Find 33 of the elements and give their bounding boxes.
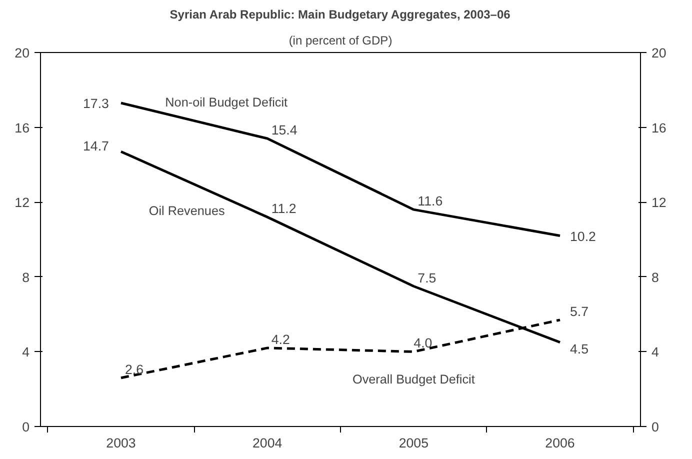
y-tick-label: 4 xyxy=(22,344,30,360)
y2-tick-label: 0 xyxy=(652,420,659,434)
series-label: Non-oil Budget Deficit xyxy=(165,96,288,110)
y2-tick-label: 16 xyxy=(652,120,666,136)
data-label: 11.6 xyxy=(418,194,443,209)
y-tick-label: 0 xyxy=(22,420,30,434)
data-label: 5.7 xyxy=(570,304,589,319)
series-label: Overall Budget Deficit xyxy=(352,372,476,387)
chart-subtitle: (in percent of GDP) xyxy=(288,34,392,48)
data-label: 7.5 xyxy=(418,270,436,286)
y-tick-label: 12 xyxy=(14,195,30,210)
chart-title: Syrian Arab Republic: Main Budgetary Aggregates, 2003–06 xyxy=(170,8,511,22)
series-label: Oil Revenues xyxy=(148,204,225,218)
y2-tick-label: 20 xyxy=(652,46,666,60)
data-label: 15.4 xyxy=(271,122,298,138)
y2-tick-label: 8 xyxy=(652,270,659,285)
x-tick-label: 2004 xyxy=(252,436,283,450)
data-label: 2.6 xyxy=(124,362,144,377)
y-tick-label: 8 xyxy=(22,270,30,285)
data-label: 10.2 xyxy=(570,228,596,244)
y-tick-label: 20 xyxy=(14,46,30,60)
data-label: 11.2 xyxy=(271,201,296,216)
data-label: 4.5 xyxy=(570,341,589,356)
y-tick-label: 16 xyxy=(14,120,30,136)
x-tick-label: 2003 xyxy=(106,436,136,450)
data-label: 4.0 xyxy=(414,336,432,351)
x-tick-label: 2005 xyxy=(398,436,428,450)
data-label: 17.3 xyxy=(82,96,109,111)
y2-tick-label: 4 xyxy=(652,344,660,360)
data-label: 14.7 xyxy=(82,138,109,154)
x-tick-label: 2006 xyxy=(545,436,575,450)
data-label: 4.2 xyxy=(271,332,290,347)
y2-tick-label: 12 xyxy=(652,195,666,210)
